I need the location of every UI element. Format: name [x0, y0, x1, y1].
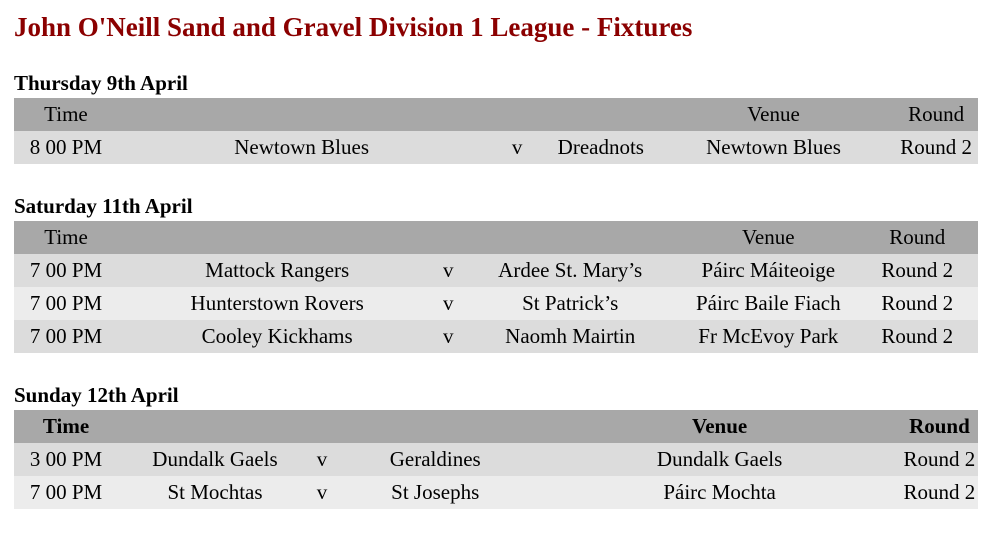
column-header-spacer — [118, 221, 437, 255]
fixture-home-team: Mattock Rangers — [118, 254, 437, 288]
fixture-round: Round 2 — [900, 476, 978, 510]
fixture-round: Round 2 — [894, 131, 978, 165]
column-header-time: Time — [14, 98, 118, 132]
column-header-spacer — [117, 98, 486, 132]
versus-label: v — [485, 131, 549, 165]
fixture-venue: Fr McEvoy Park — [680, 320, 857, 354]
fixture-away-team: Naomh Mairtin — [460, 320, 681, 354]
column-header-venue: Venue — [652, 98, 895, 132]
fixture-time: 8 00 PM — [14, 131, 118, 165]
column-header-spacer — [460, 221, 681, 255]
table-header-row: Time Venue Round — [14, 221, 978, 255]
versus-label: v — [436, 254, 461, 288]
column-header-round: Round — [900, 410, 978, 444]
column-header-spacer — [311, 410, 333, 444]
fixture-round: Round 2 — [856, 254, 978, 288]
fixture-venue: Páirc Mochta — [538, 476, 901, 510]
day-heading: Sunday 12th April — [14, 383, 179, 408]
fixture-round: Round 2 — [856, 320, 978, 354]
fixture-row: 8 00 PM Newtown Blues v Dreadnots Newtow… — [14, 131, 978, 165]
versus-label: v — [436, 287, 461, 321]
fixtures-page: John O'Neill Sand and Gravel Division 1 … — [0, 13, 994, 542]
column-header-round: Round — [894, 98, 978, 132]
day-heading: Saturday 11th April — [14, 194, 193, 219]
fixture-venue: Páirc Baile Fiach — [680, 287, 857, 321]
column-header-spacer — [436, 221, 461, 255]
day-heading: Thursday 9th April — [14, 71, 188, 96]
column-header-spacer — [548, 98, 653, 132]
fixture-row: 3 00 PM Dundalk Gaels v Geraldines Dunda… — [14, 443, 978, 477]
column-header-time: Time — [14, 410, 119, 444]
fixture-row: 7 00 PM Cooley Kickhams v Naomh Mairtin … — [14, 320, 978, 354]
section-thursday: Thursday 9th April Time Venue Round 8 00… — [14, 71, 980, 165]
table-header-row: Time Venue Round — [14, 98, 978, 132]
fixture-away-team: St Patrick’s — [460, 287, 681, 321]
column-header-spacer — [118, 410, 312, 444]
column-header-spacer — [332, 410, 539, 444]
column-header-time: Time — [14, 221, 119, 255]
fixture-home-team: Newtown Blues — [117, 131, 486, 165]
fixture-away-team: Dreadnots — [548, 131, 653, 165]
fixture-home-team: Dundalk Gaels — [118, 443, 312, 477]
fixture-row: 7 00 PM Mattock Rangers v Ardee St. Mary… — [14, 254, 978, 288]
column-header-venue: Venue — [538, 410, 901, 444]
column-header-round: Round — [856, 221, 978, 255]
fixture-away-team: Geraldines — [332, 443, 539, 477]
section-saturday: Saturday 11th April Time Venue Round 7 0… — [14, 194, 980, 354]
fixture-home-team: Hunterstown Rovers — [118, 287, 437, 321]
fixture-time: 3 00 PM — [14, 443, 119, 477]
fixture-row: 7 00 PM St Mochtas v St Josephs Páirc Mo… — [14, 476, 978, 510]
versus-label: v — [311, 476, 333, 510]
fixture-time: 7 00 PM — [14, 254, 119, 288]
fixture-away-team: St Josephs — [332, 476, 539, 510]
fixtures-table: Time Venue Round 3 00 PM Dundalk Gaels v… — [14, 410, 978, 510]
fixture-time: 7 00 PM — [14, 476, 119, 510]
table-header-row: Time Venue Round — [14, 410, 978, 444]
fixture-venue: Dundalk Gaels — [538, 443, 901, 477]
fixture-away-team: Ardee St. Mary’s — [460, 254, 681, 288]
fixtures-table: Time Venue Round 8 00 PM Newtown Blues v… — [14, 98, 978, 165]
column-header-spacer — [485, 98, 549, 132]
fixture-time: 7 00 PM — [14, 287, 119, 321]
column-header-venue: Venue — [680, 221, 857, 255]
versus-label: v — [436, 320, 461, 354]
fixture-round: Round 2 — [856, 287, 978, 321]
section-sunday: Sunday 12th April Time Venue Round 3 00 … — [14, 383, 980, 510]
fixture-venue: Páirc Máiteoige — [680, 254, 857, 288]
fixture-row: 7 00 PM Hunterstown Rovers v St Patrick’… — [14, 287, 978, 321]
fixture-time: 7 00 PM — [14, 320, 119, 354]
fixture-home-team: Cooley Kickhams — [118, 320, 437, 354]
fixture-venue: Newtown Blues — [652, 131, 895, 165]
fixture-round: Round 2 — [900, 443, 978, 477]
fixtures-table: Time Venue Round 7 00 PM Mattock Rangers… — [14, 221, 978, 354]
page-title: John O'Neill Sand and Gravel Division 1 … — [14, 12, 693, 42]
versus-label: v — [311, 443, 333, 477]
fixture-home-team: St Mochtas — [118, 476, 312, 510]
